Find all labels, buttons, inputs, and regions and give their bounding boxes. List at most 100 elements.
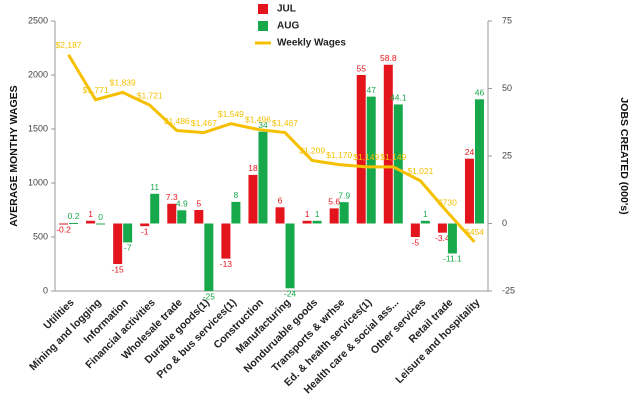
- bar-value-label: -25: [203, 291, 216, 301]
- y-tick-label: 2500: [28, 15, 48, 25]
- bar: [204, 223, 214, 291]
- bar-value-label: -24: [284, 289, 297, 299]
- bar-value-label: 7.9: [338, 190, 350, 200]
- bar-value-label: -13: [220, 259, 233, 269]
- bar: [410, 223, 420, 237]
- line-value-label: $1,149: [353, 152, 379, 162]
- bar: [177, 210, 187, 224]
- legend-label: Weekly Wages: [277, 38, 346, 49]
- legend-label: AUG: [277, 21, 299, 32]
- line-value-label: $1,771: [83, 85, 109, 95]
- legend-swatch: [258, 21, 268, 31]
- bar-value-label: 34: [258, 120, 268, 130]
- bar: [393, 104, 403, 224]
- bar-value-label: -3.4: [435, 233, 450, 243]
- legend-swatch: [258, 4, 268, 14]
- bar: [329, 208, 339, 224]
- line-value-label: $730: [438, 197, 457, 207]
- bar: [285, 223, 295, 289]
- bar: [258, 131, 268, 224]
- bar-value-label: 1: [423, 209, 428, 219]
- line-value-label: $1,209: [299, 146, 325, 156]
- y2-axis-title: JOBS CREATED (000's): [618, 97, 630, 214]
- line-value-label: $1,486: [164, 116, 190, 126]
- bar-value-label: -11.1: [443, 254, 462, 264]
- line-value-label: $1,149: [380, 152, 406, 162]
- bar-value-label: -1: [141, 226, 149, 236]
- bar: [221, 223, 231, 259]
- bar-value-label: 0: [98, 212, 103, 222]
- bar: [86, 220, 96, 224]
- y-tick-label: 0: [43, 285, 48, 295]
- line-value-label: $1,496: [245, 115, 271, 125]
- bar: [474, 99, 484, 224]
- bar: [437, 223, 447, 233]
- bar: [420, 220, 430, 224]
- bar: [248, 174, 258, 224]
- y2-tick-label: 0: [502, 218, 507, 228]
- bar-value-label: 0.2: [68, 211, 80, 221]
- bar-value-label: 5: [196, 198, 201, 208]
- line-value-label: $454: [465, 227, 484, 237]
- bar-value-label: 47: [366, 85, 376, 95]
- bar: [302, 220, 312, 224]
- y2-tick-label: 75: [502, 15, 512, 25]
- bar: [150, 193, 160, 224]
- bar: [275, 207, 285, 224]
- y-tick-label: 2000: [28, 69, 48, 79]
- legend-label: JUL: [277, 4, 296, 15]
- line-value-label: $1,021: [407, 166, 433, 176]
- bar: [447, 223, 457, 254]
- bar-value-label: -0.2: [56, 224, 71, 234]
- bar-value-label: 55: [356, 63, 366, 73]
- bar-value-label: 5.6: [328, 197, 340, 207]
- bar: [312, 220, 322, 224]
- bar-value-label: 1: [88, 209, 93, 219]
- bar-value-label: 8: [234, 190, 239, 200]
- bar: [69, 222, 79, 224]
- bar-value-label: 44.1: [390, 93, 407, 103]
- bar: [339, 202, 349, 224]
- line-value-label: $1,839: [110, 78, 136, 88]
- line-value-label: $1,549: [218, 109, 244, 119]
- bar: [383, 64, 393, 224]
- bar: [113, 223, 123, 264]
- bar-value-label: 7.3: [166, 192, 178, 202]
- y-axis-title: AVERAGE MONTHY WAGES: [8, 85, 20, 226]
- bar-value-label: -7: [124, 243, 132, 253]
- bar-value-label: 46: [475, 88, 485, 98]
- line-value-label: $1,170: [326, 150, 352, 160]
- bar-value-label: -15: [112, 264, 125, 274]
- y-tick-label: 1500: [28, 123, 48, 133]
- bar: [356, 75, 366, 224]
- bar-value-label: 58.8: [380, 53, 397, 63]
- bar-value-label: 18: [248, 163, 258, 173]
- bar: [464, 158, 474, 224]
- bar-value-label: 11: [150, 182, 159, 192]
- bar-value-label: 1: [315, 209, 320, 219]
- y-tick-label: 500: [33, 231, 48, 241]
- bar: [167, 203, 177, 224]
- bar: [194, 210, 204, 224]
- bar-value-label: 4.9: [176, 199, 188, 209]
- line: [67, 54, 476, 243]
- y2-tick-label: 25: [502, 150, 512, 160]
- line-value-label: $1,721: [137, 90, 163, 100]
- bar-value-label: 6: [278, 196, 283, 206]
- bar: [59, 223, 69, 225]
- line-value-label: $1,467: [272, 118, 298, 128]
- y2-tick-label: -25: [502, 285, 515, 295]
- bar: [140, 223, 150, 227]
- bar: [231, 201, 241, 224]
- line-value-label: $2,187: [56, 40, 82, 50]
- bar: [366, 96, 376, 224]
- bar: [96, 223, 106, 225]
- bar: [123, 223, 133, 243]
- y2-tick-label: 50: [502, 83, 512, 93]
- bar-value-label: 24: [465, 147, 475, 157]
- y-tick-label: 1000: [28, 177, 48, 187]
- line-value-label: $1,467: [191, 118, 217, 128]
- bar-value-label: -5: [412, 237, 420, 247]
- bar-value-label: 1: [305, 209, 310, 219]
